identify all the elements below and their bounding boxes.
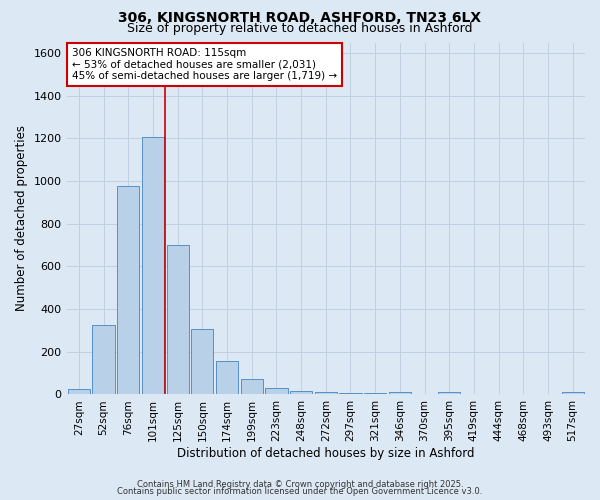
Bar: [117, 186, 139, 394]
Text: 306, KINGSNORTH ROAD, ASHFORD, TN23 6LX: 306, KINGSNORTH ROAD, ASHFORD, TN23 6LX: [118, 11, 482, 25]
Text: Contains HM Land Registry data © Crown copyright and database right 2025.: Contains HM Land Registry data © Crown c…: [137, 480, 463, 489]
Y-axis label: Number of detached properties: Number of detached properties: [15, 126, 28, 312]
Bar: [92, 325, 115, 394]
Bar: [389, 392, 411, 394]
Bar: [68, 389, 90, 394]
Bar: [216, 361, 238, 394]
Bar: [340, 393, 362, 394]
Bar: [265, 388, 287, 394]
Bar: [191, 330, 214, 394]
Bar: [290, 392, 312, 394]
Text: Contains public sector information licensed under the Open Government Licence v3: Contains public sector information licen…: [118, 488, 482, 496]
Text: Size of property relative to detached houses in Ashford: Size of property relative to detached ho…: [127, 22, 473, 35]
Bar: [314, 392, 337, 394]
Bar: [167, 245, 189, 394]
Bar: [142, 138, 164, 394]
Bar: [438, 392, 460, 394]
Bar: [241, 379, 263, 394]
Text: 306 KINGSNORTH ROAD: 115sqm
← 53% of detached houses are smaller (2,031)
45% of : 306 KINGSNORTH ROAD: 115sqm ← 53% of det…: [72, 48, 337, 81]
Bar: [562, 392, 584, 394]
X-axis label: Distribution of detached houses by size in Ashford: Distribution of detached houses by size …: [177, 447, 475, 460]
